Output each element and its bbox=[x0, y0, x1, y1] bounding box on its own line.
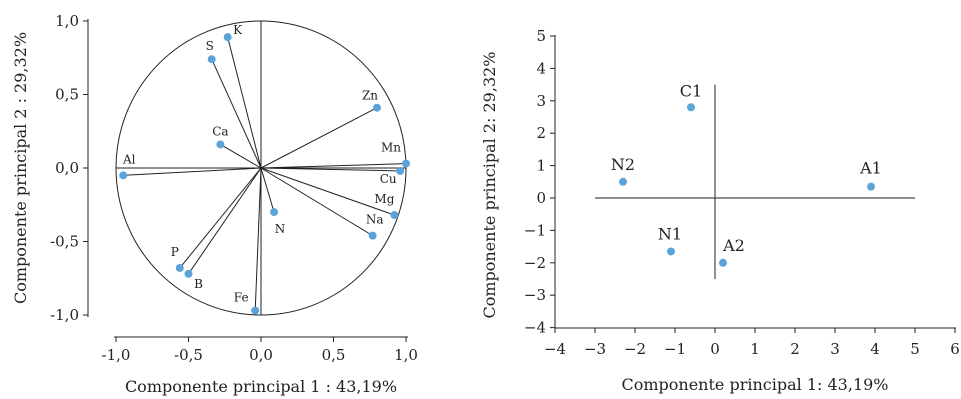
x-tick-label: 0 bbox=[710, 340, 720, 358]
score-label-n1: N1 bbox=[658, 224, 682, 243]
loading-vector-fe bbox=[254, 167, 262, 311]
x-tick-label: 3 bbox=[830, 340, 840, 358]
loading-plot-y-axis-title: Componente principal 2 : 29,32% bbox=[11, 32, 30, 304]
score-plot-points bbox=[619, 103, 875, 267]
loading-vector-k bbox=[227, 37, 262, 169]
x-tick-label: −1 bbox=[664, 340, 686, 358]
loading-plot-axes bbox=[87, 19, 408, 338]
loading-label-zn: Zn bbox=[362, 89, 378, 103]
x-tick-label: -0,5 bbox=[174, 346, 203, 364]
y-tick-label: -0,5 bbox=[50, 233, 79, 251]
x-tick-label: -1,0 bbox=[102, 346, 131, 364]
x-tick-label: 5 bbox=[910, 340, 920, 358]
y-tick-label: 2 bbox=[536, 124, 546, 142]
loading-plot-points bbox=[119, 33, 410, 315]
x-tick-label: −2 bbox=[624, 340, 646, 358]
loading-point-na bbox=[368, 231, 377, 240]
loading-vector-al bbox=[123, 167, 262, 176]
loading-label-s: S bbox=[206, 39, 214, 53]
y-tick-label: 4 bbox=[536, 59, 546, 77]
loading-plot-labels: K S Zn Ca Al Mn Cu Mg Na N P B Fe bbox=[122, 23, 401, 304]
score-label-a2: A2 bbox=[722, 236, 745, 255]
loading-point-zn bbox=[373, 103, 381, 112]
y-tick-label: 0,0 bbox=[55, 159, 79, 177]
loading-label-cu: Cu bbox=[380, 172, 397, 186]
x-tick-label: −3 bbox=[584, 340, 606, 358]
loading-vector-mn bbox=[260, 163, 407, 169]
x-tick-label: −4 bbox=[544, 340, 566, 358]
loading-point-al bbox=[119, 171, 128, 180]
y-tick-label: 1,0 bbox=[55, 12, 79, 30]
loading-vector-na bbox=[260, 167, 373, 237]
loading-vector-zn bbox=[260, 107, 378, 169]
score-label-a1: A1 bbox=[859, 159, 882, 178]
x-tick-label: 6 bbox=[950, 340, 960, 358]
score-plot-x-axis-title: Componente principal 1: 43,19% bbox=[621, 375, 888, 394]
x-tick-label: 4 bbox=[870, 340, 880, 358]
y-tick-label: −1 bbox=[524, 221, 546, 239]
x-tick-label: 2 bbox=[790, 340, 800, 358]
score-label-n2: N2 bbox=[611, 155, 635, 174]
y-tick-label: 0,5 bbox=[55, 86, 79, 104]
score-point-a1 bbox=[867, 182, 875, 191]
loading-label-ca: Ca bbox=[212, 124, 228, 138]
loading-label-k: K bbox=[233, 23, 243, 37]
loading-label-mn: Mn bbox=[381, 141, 401, 155]
y-tick-label: 3 bbox=[536, 92, 546, 110]
loading-point-b bbox=[184, 269, 193, 278]
loading-vector-cu bbox=[260, 167, 401, 172]
score-point-a2 bbox=[719, 258, 727, 267]
score-label-c1: C1 bbox=[680, 81, 702, 100]
score-plot-ticks: −4 −3 −2 −1 0 1 2 3 4 5 6 −4 −3 −2 −1 0 1 2 3 4 5 bbox=[524, 27, 960, 358]
y-tick-label: 1 bbox=[536, 157, 546, 175]
y-tick-label: −4 bbox=[524, 319, 546, 337]
loading-plot-ticks: -1,0 -0,5 0,0 0,5 1,0 -1,0 -0,5 0,0 0,5 1,0 bbox=[50, 12, 418, 364]
loading-vector-s bbox=[211, 59, 262, 169]
x-tick-label: 0,0 bbox=[249, 346, 273, 364]
y-tick-label: 5 bbox=[536, 27, 546, 45]
loading-vector-ca bbox=[220, 144, 262, 169]
loading-label-b: B bbox=[194, 277, 203, 291]
score-point-n1 bbox=[667, 247, 675, 256]
y-tick-label: 0 bbox=[536, 189, 546, 207]
x-tick-label: 0,5 bbox=[322, 346, 346, 364]
score-plot: C1 N2 A1 N1 A2 −4 −3 −2 −1 0 1 2 3 4 5 6 −4 −3 −2 −1 0 1 2 3 4 5… bbox=[480, 27, 960, 394]
loading-label-na: Na bbox=[366, 213, 384, 227]
loading-label-n: N bbox=[275, 222, 286, 236]
loading-label-al: Al bbox=[122, 152, 136, 166]
loading-point-n bbox=[270, 208, 279, 217]
y-tick-label: −3 bbox=[524, 286, 546, 304]
x-tick-label: 1,0 bbox=[394, 346, 418, 364]
loading-plot-vectors bbox=[123, 37, 407, 311]
loading-vector-mg bbox=[260, 167, 395, 216]
loading-point-fe bbox=[251, 306, 260, 315]
score-point-c1 bbox=[687, 103, 695, 112]
y-tick-label: −2 bbox=[524, 254, 546, 272]
x-tick-label: 1 bbox=[750, 340, 760, 358]
score-point-n2 bbox=[619, 177, 627, 186]
loading-point-cu bbox=[396, 166, 405, 175]
loading-point-mn bbox=[402, 159, 410, 168]
loading-label-fe: Fe bbox=[234, 291, 249, 305]
score-plot-labels: C1 N2 A1 N1 A2 bbox=[611, 81, 882, 255]
loading-point-s bbox=[207, 55, 216, 64]
loading-point-k bbox=[223, 33, 232, 42]
loading-vector-n bbox=[260, 167, 275, 213]
score-plot-y-axis-title: Componente principal 2: 29,32% bbox=[480, 51, 499, 318]
loading-point-ca bbox=[216, 140, 225, 149]
loading-vector-p bbox=[179, 167, 262, 269]
loading-plot-x-axis-title: Componente principal 1 : 43,19% bbox=[125, 377, 397, 396]
loading-point-p bbox=[175, 263, 184, 272]
score-plot-axes bbox=[554, 35, 956, 329]
loading-vector-b bbox=[188, 167, 262, 275]
y-tick-label: -1,0 bbox=[50, 306, 79, 324]
loading-point-mg bbox=[390, 211, 399, 220]
loading-label-mg: Mg bbox=[374, 192, 394, 206]
loading-label-p: P bbox=[171, 245, 179, 259]
